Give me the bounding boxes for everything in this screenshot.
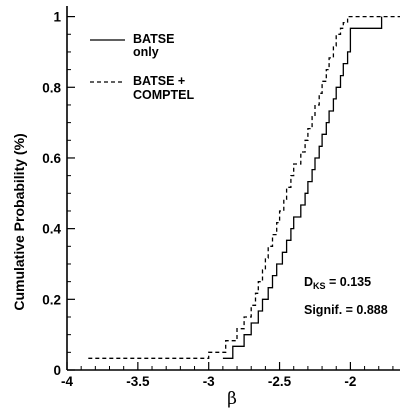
y-tick-label: 0.2 (42, 292, 61, 307)
legend-label-batse-only-line1: BATSE (133, 32, 174, 46)
dks-label: DKS = 0.135 (304, 275, 371, 291)
ks-annotation: DKS = 0.135 Signif. = 0.888 (304, 275, 388, 317)
series-batse-only-line (222, 16, 383, 359)
legend: BATSE only BATSE + COMPTEL (90, 32, 194, 102)
x-axis-title: β (227, 389, 237, 409)
y-tick-label: 1 (53, 10, 61, 25)
x-tick-label: -3 (203, 374, 215, 389)
legend-label-batse-comptel-line1: BATSE + (133, 74, 185, 88)
series-layer (88, 15, 400, 359)
series-batse-comptel-line (88, 15, 400, 359)
legend-label-batse-only-line2: only (133, 45, 159, 59)
y-tick-label: 0.4 (42, 222, 61, 237)
x-tick-label: -2 (344, 374, 356, 389)
y-tick-label: 0 (53, 363, 61, 378)
x-tick-label: -3.5 (126, 374, 150, 389)
x-tick-label: -2.5 (268, 374, 292, 389)
axes: -4 -3.5 -3 -2.5 -2 0 0.2 0.4 0.6 0.8 1 (42, 6, 400, 389)
legend-label-batse-comptel-line2: COMPTEL (133, 88, 194, 102)
y-tick-label: 0.6 (42, 151, 61, 166)
x-tick-label: -4 (61, 374, 73, 389)
y-tick-label: 0.8 (42, 80, 61, 95)
significance-label: Signif. = 0.888 (304, 303, 388, 317)
y-axis-title: Cumulative Probability (%) (11, 133, 27, 310)
